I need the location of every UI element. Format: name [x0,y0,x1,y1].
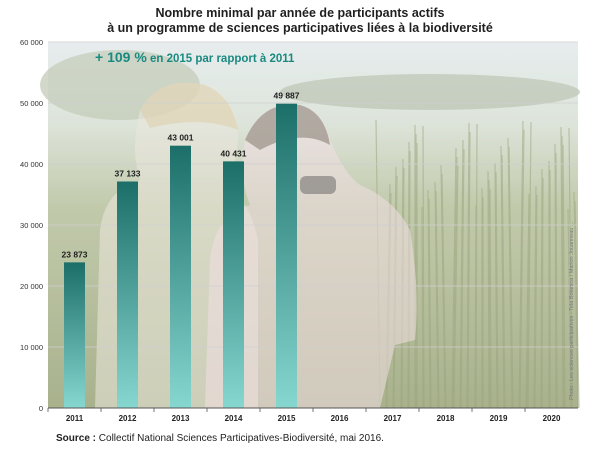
y-tick-label: 50 000 [20,99,43,108]
reed-stroke [519,129,525,409]
annotation-rest: en 2015 par rapport à 2011 [147,53,295,65]
y-tick-label: 60 000 [20,38,43,47]
reed-stroke [560,126,564,409]
reed-stroke [555,152,558,409]
x-tick-label: 2011 [66,414,84,423]
photo-credit: Photo : Les sciences participatives - Te… [569,221,575,400]
x-tick-label: 2013 [172,414,190,423]
y-tick-label: 40 000 [20,160,43,169]
reed-stroke [440,164,446,409]
x-tick-label: 2020 [543,414,561,423]
reed-stroke [540,168,543,409]
reed-stroke [518,120,524,409]
chart-annotation: + 109 % en 2015 par rapport à 2011 [95,49,295,65]
reed-stroke [526,202,531,409]
reed-stroke [434,181,439,409]
y-tick-label: 10 000 [20,343,43,352]
title-line-1: Nombre minimal par année de participants… [155,6,445,20]
reed-stroke [427,189,431,409]
source-note: Source : Collectif National Sciences Par… [56,433,384,444]
reed-stroke [487,170,490,409]
reed-stroke [422,125,425,409]
title-line-2: à un programme de sciences participative… [107,21,493,35]
reed-stroke [451,147,457,409]
reed-stroke [562,144,566,409]
source-text: Collectif National Sciences Participativ… [96,433,384,444]
data-label-2015: 49 887 [274,91,300,101]
reed-stroke [534,194,538,409]
reed-stroke [428,198,432,409]
person-right-shape [205,104,417,408]
reed-stroke [561,135,565,409]
data-labels: 23 873 37 133 43 001 40 431 49 887 [62,91,300,260]
reed-stroke [495,171,499,409]
y-tick-label: 30 000 [20,221,43,230]
reed-stroke [533,185,537,409]
reed-stroke [459,139,464,409]
source-label: Source : [56,433,97,444]
reed-stroke [474,204,477,409]
reed-stroke [574,200,580,409]
x-tick-label: 2019 [490,414,508,423]
reed-stroke [475,123,478,409]
reed-stroke [488,179,491,409]
reed-stroke [466,122,470,409]
reed-stroke [567,208,572,409]
reed-stroke [507,137,513,409]
bar-2011 [64,262,85,408]
y-axis: 0 10 000 20 000 30 000 40 000 50 000 60 000 [20,38,43,413]
x-tick-label: 2018 [437,414,455,423]
reed-stroke [421,206,424,409]
y-tick-label: 20 000 [20,282,43,291]
bars [64,103,297,408]
x-tick-label: 2012 [119,414,137,423]
reed-stroke [467,131,471,409]
x-axis: 2011 2012 2013 2014 2015 2016 2017 2018 2019 2020 [47,407,578,423]
reed-stroke [508,146,514,409]
bar-2015 [276,103,297,408]
x-tick-label: 2014 [225,414,243,423]
reed-stroke [501,154,506,409]
reed-stroke [441,173,447,409]
reed-stroke [494,162,498,409]
reed-stroke [568,127,573,409]
data-label-2012: 37 133 [115,168,141,178]
x-tick-label: 2015 [278,414,296,423]
reed-stroke [541,177,544,409]
y-tick-label: 0 [39,404,43,413]
data-label-2013: 43 001 [168,133,194,143]
bar-2014 [223,161,244,408]
reed-stroke [435,190,440,409]
annotation-main: + 109 % [95,49,147,65]
reed-stroke [500,145,505,409]
x-tick-label: 2016 [331,414,349,423]
data-label-2011: 23 873 [62,249,88,259]
x-tick-label: 2017 [384,414,402,423]
reed-stroke [525,193,530,409]
reed-stroke [453,165,459,409]
reed-stroke [554,143,557,409]
reed-stroke [489,188,492,409]
chart-title: Nombre minimal par année de participants… [0,6,600,36]
data-label-2014: 40 431 [221,148,247,158]
reed-stroke [460,148,465,409]
reed-stroke [452,156,458,409]
bar-2012 [117,181,138,408]
bar-2013 [170,145,191,408]
reed-stroke [573,191,579,409]
